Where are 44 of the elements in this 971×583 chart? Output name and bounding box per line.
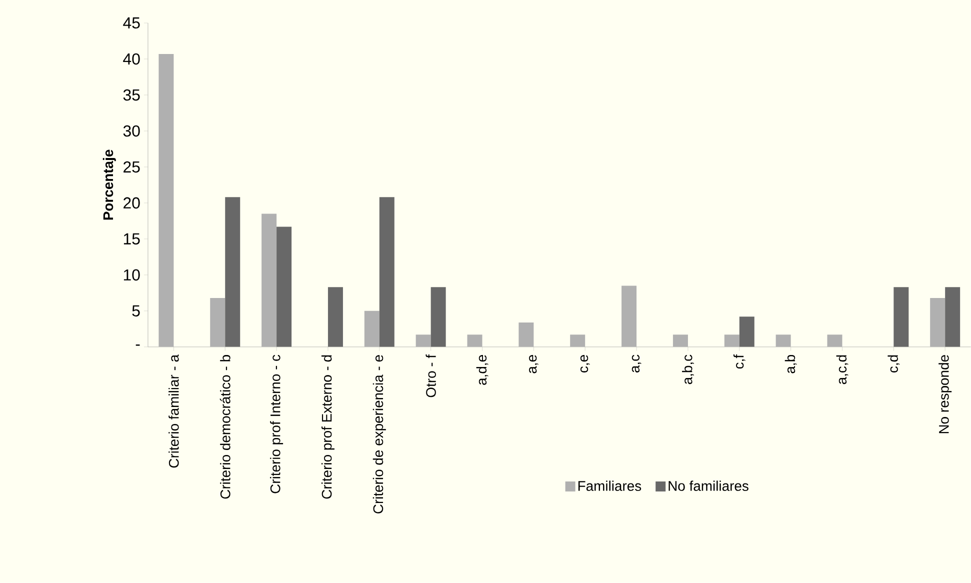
x-tick-label: a,d,e xyxy=(476,355,488,385)
x-tick-label: Criterio democrático - b xyxy=(220,355,230,499)
x-tick-label: Criterio de experiencia - e xyxy=(372,355,386,514)
y-tick-label: - xyxy=(136,344,140,346)
legend-label: Familiares xyxy=(578,480,642,491)
y-axis-title: Porcentaje xyxy=(102,150,116,220)
y-tick-label: 45 xyxy=(123,17,140,29)
y-tick-label: 30 xyxy=(123,125,140,137)
y-tick-label: 10 xyxy=(124,269,140,281)
bar xyxy=(945,287,960,347)
y-tick-label: 40 xyxy=(123,53,140,65)
x-tick-label: a,b xyxy=(784,355,797,374)
bar xyxy=(379,197,394,347)
x-tick-label: c,e xyxy=(580,355,590,372)
bar xyxy=(158,54,174,347)
x-tick-label: a,b,c xyxy=(682,354,694,384)
bar xyxy=(518,322,534,347)
x-tick-label: c,f xyxy=(733,354,746,369)
legend-label: No familiares xyxy=(668,480,748,491)
y-tick-label: 25 xyxy=(124,161,140,173)
bar xyxy=(225,197,240,347)
y-tick-label: 15 xyxy=(124,233,140,245)
bar xyxy=(276,226,292,347)
bar xyxy=(827,334,842,347)
y-tick-label: 20 xyxy=(124,197,140,209)
bar xyxy=(467,334,482,347)
bar xyxy=(430,287,446,347)
x-tick-label: a,c,d xyxy=(836,355,848,384)
x-tick-label: Criterio prof Interno - c xyxy=(270,354,284,494)
y-tick-label: 5 xyxy=(132,305,140,317)
x-tick-label: Criterio prof Externo - d xyxy=(321,355,334,499)
bar xyxy=(328,287,343,347)
x-tick-label: a,e xyxy=(529,355,538,374)
x-tick-label: Criterio familiar - a xyxy=(168,354,179,468)
bar xyxy=(894,287,909,347)
bar xyxy=(930,298,946,347)
bar xyxy=(210,298,226,347)
bar xyxy=(570,334,586,347)
bar xyxy=(739,316,754,347)
y-tick-label: 35 xyxy=(123,89,140,101)
x-tick-label: a,c xyxy=(632,354,642,372)
x-tick-label: c,d xyxy=(888,355,900,372)
x-tick-label: Otro - f xyxy=(426,354,436,398)
x-tick-label: No responde xyxy=(938,355,952,434)
